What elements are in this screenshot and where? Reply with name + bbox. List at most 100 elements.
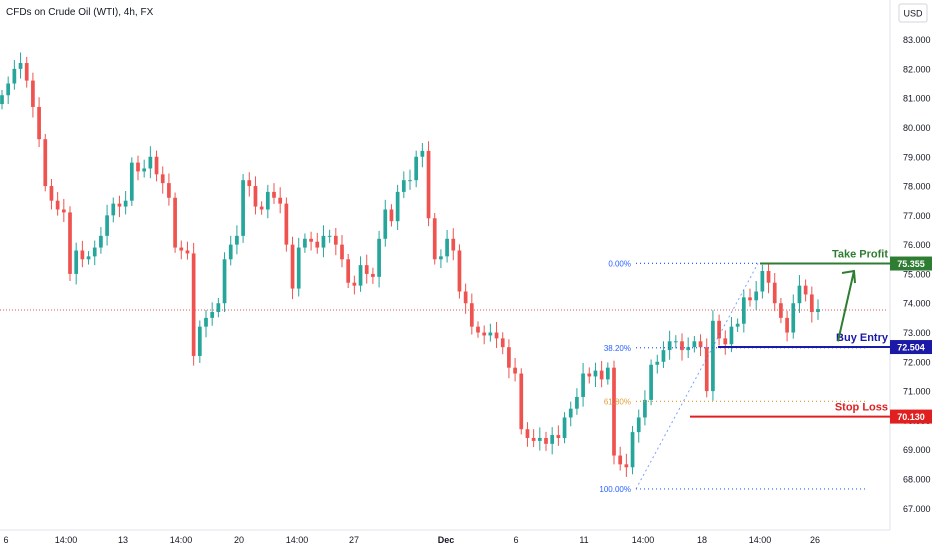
price-tick-label: 79.000 xyxy=(903,152,931,162)
candle-body xyxy=(303,238,307,248)
candle-body xyxy=(31,80,35,107)
candle-body xyxy=(346,259,351,283)
candle-body xyxy=(575,396,579,409)
candle-body xyxy=(321,235,326,248)
candle-body xyxy=(129,162,134,201)
candle-body xyxy=(105,215,109,236)
candle-body xyxy=(680,341,684,351)
candle-body xyxy=(80,250,85,260)
candle-body xyxy=(772,282,777,304)
candle-body xyxy=(197,326,202,356)
candle-body xyxy=(401,180,406,192)
candle-body xyxy=(754,291,759,301)
candle-body xyxy=(809,294,814,313)
level-label: Take Profit xyxy=(832,249,888,261)
projection-arrow[interactable] xyxy=(837,269,856,342)
price-tick-label: 81.000 xyxy=(903,94,931,104)
price-tick-label: 77.000 xyxy=(903,211,931,221)
candle-body xyxy=(74,250,79,274)
candlestick-series xyxy=(0,52,820,477)
time-tick-label: 6 xyxy=(3,535,8,545)
candle-body xyxy=(537,437,542,441)
candle-body xyxy=(488,332,493,336)
candle-body xyxy=(463,291,468,304)
candle-body xyxy=(327,235,332,237)
price-tick-label: 73.000 xyxy=(903,328,931,338)
trade-levels[interactable]: Take Profit 75.355 Buy Entry 72.504 Stop Los… xyxy=(690,249,932,424)
candle-body xyxy=(0,95,4,105)
candle-body xyxy=(111,203,116,216)
candle-body xyxy=(371,273,375,277)
candle-body xyxy=(655,361,660,365)
candle-body xyxy=(735,323,740,327)
candle-body xyxy=(364,265,369,274)
currency-button[interactable]: USD xyxy=(898,3,928,23)
candle-body xyxy=(136,162,140,172)
candle-body xyxy=(482,332,487,336)
level-label: Buy Entry xyxy=(836,332,889,344)
candle-body xyxy=(636,417,641,433)
candle-body xyxy=(272,191,276,198)
candle-body xyxy=(785,317,789,333)
candle-body xyxy=(816,309,820,313)
price-tick-label: 75.000 xyxy=(903,269,931,279)
candle-body xyxy=(68,212,72,274)
level-label: Stop Loss xyxy=(835,402,888,414)
candle-body xyxy=(265,191,270,210)
candle-body xyxy=(445,238,449,257)
candle-body xyxy=(123,200,128,207)
candle-body xyxy=(500,338,505,348)
candle-body xyxy=(43,139,48,187)
candle-body xyxy=(259,206,264,210)
candle-body xyxy=(717,320,721,339)
price-tick-label: 67.000 xyxy=(903,504,931,514)
time-axis[interactable]: 6 14:00 13 14:00 20 14:00 27 Dec 6 11 14:00 18 14:00… xyxy=(0,529,890,545)
candle-body xyxy=(210,312,215,318)
candle-body xyxy=(352,282,357,286)
candle-body xyxy=(581,373,585,397)
candle-body xyxy=(117,203,122,207)
candle-body xyxy=(507,347,511,368)
time-tick-label: 13 xyxy=(118,535,128,545)
candle-body xyxy=(420,150,425,157)
candle-body xyxy=(24,63,29,81)
candle-body xyxy=(18,63,23,69)
candle-body xyxy=(296,247,301,289)
candle-body xyxy=(704,347,709,392)
candle-body xyxy=(562,417,567,438)
candle-body xyxy=(284,203,289,245)
candle-body xyxy=(148,156,153,169)
candle-body xyxy=(556,435,561,438)
currency-button-frame xyxy=(898,3,928,23)
candle-body xyxy=(525,429,530,438)
fib-level-label: 38.20% xyxy=(604,344,631,353)
candle-body xyxy=(340,244,344,260)
candle-body xyxy=(253,186,258,207)
candle-body xyxy=(408,180,412,182)
price-tick-label: 69.000 xyxy=(903,445,931,455)
candle-body xyxy=(383,209,388,239)
time-tick-label: Dec xyxy=(438,535,455,545)
fib-level-label: 0.00% xyxy=(608,259,631,268)
candle-body xyxy=(86,256,91,260)
candle-body xyxy=(61,209,66,213)
chart-title: CFDs on Crude Oil (WTI), 4h, FX xyxy=(6,7,154,18)
price-tick-label: 76.000 xyxy=(903,240,931,250)
candle-body xyxy=(741,297,746,324)
price-tick-label: 68.000 xyxy=(903,474,931,484)
candle-body xyxy=(544,437,548,444)
candle-body xyxy=(494,332,499,339)
arrow-shaft xyxy=(837,270,855,342)
candle-body xyxy=(222,259,227,304)
candle-body xyxy=(686,347,691,351)
candle-body xyxy=(37,106,41,140)
candle-body xyxy=(247,180,252,187)
candle-body xyxy=(673,341,678,343)
price-tag xyxy=(890,409,932,424)
candle-body xyxy=(315,241,320,248)
time-tick-label: 18 xyxy=(697,535,707,545)
time-tick-label: 11 xyxy=(579,535,588,545)
candle-body xyxy=(711,320,715,392)
